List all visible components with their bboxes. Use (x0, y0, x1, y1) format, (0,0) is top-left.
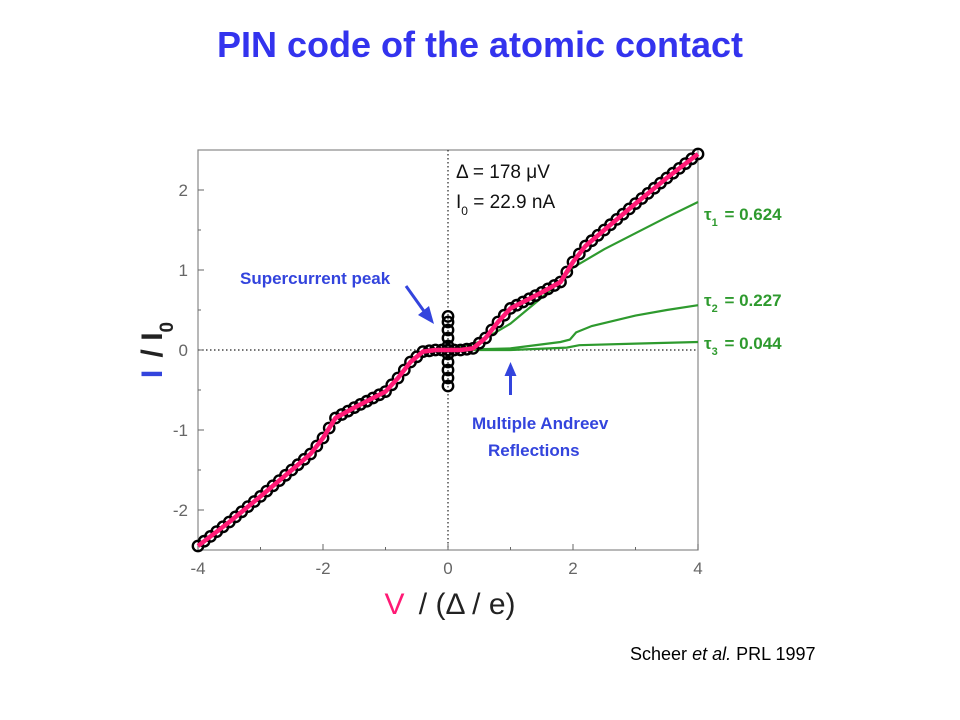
y-tick-label: 1 (179, 261, 188, 280)
xlabel-rest: / (Δ / e) (410, 588, 515, 621)
experiment-point (535, 285, 549, 299)
supercurrent-point (441, 371, 455, 385)
channel-label-tau: τ (704, 205, 712, 224)
x-axis-label: V / (Δ / e) (384, 588, 515, 621)
experiment-point (516, 295, 530, 309)
mar-line2-text: Reflections (488, 441, 580, 460)
experiment-point (529, 289, 542, 303)
channel-label-tau: τ (704, 291, 712, 310)
experiment-point (354, 397, 367, 411)
channel-curve-tau-3 (448, 340, 699, 352)
experiment-point (541, 282, 555, 296)
citation-author: Scheer (630, 644, 688, 664)
channel-label-sub: 2 (712, 303, 718, 315)
supercurrent-point (441, 363, 455, 377)
supercurrent-point (441, 379, 455, 393)
y-tick-label: -2 (173, 501, 188, 520)
delta-value: Δ = 178 μV (456, 162, 550, 183)
channel-label-2: τ2 = 0.227 (704, 291, 782, 315)
fit-total-line (196, 152, 700, 548)
x-tick-label: 4 (693, 559, 702, 578)
experiment-point (360, 394, 374, 408)
ylabel-sub: 0 (157, 322, 178, 333)
experiment-point (316, 431, 330, 445)
chart-background (120, 140, 800, 628)
experiment-point (366, 391, 380, 405)
channel-label-value: = 0.227 (720, 291, 782, 310)
experiment-point (566, 255, 580, 269)
i0-symbol: I (456, 192, 461, 213)
i0-sub: 0 (461, 204, 468, 218)
experiment-point (572, 247, 586, 261)
channel-label-value: = 0.044 (720, 334, 782, 353)
axis-ticks: -4 -2 0 2 4 -2 -1 0 1 2 (173, 181, 703, 578)
ylabel-rest: / I (136, 332, 169, 365)
supercurrent-text: Supercurrent peak (240, 269, 391, 288)
experiment-markers (191, 147, 705, 553)
experiment-point (560, 265, 574, 279)
channel-label-value: = 0.624 (720, 205, 782, 224)
experiment-point (322, 421, 336, 435)
y-tick-label: 0 (179, 341, 188, 360)
experiment-point (397, 363, 411, 377)
experiment-point (497, 308, 511, 322)
param-delta: Δ = 178 μV (456, 162, 550, 183)
supercurrent-arrow-shaft (404, 285, 428, 315)
mar-arrow-head (504, 362, 517, 376)
supercurrent-point (441, 315, 455, 329)
experiment-point (347, 401, 361, 414)
channel-curve-tau-2 (447, 304, 699, 352)
ylabel-symbol: I (136, 370, 169, 378)
param-i0: I0 = 22.9 nA (456, 192, 555, 218)
experiment-point (510, 298, 524, 312)
mar-annotation-line2: Reflections (488, 441, 580, 460)
supercurrent-point (441, 355, 455, 369)
mar-line1-text: Multiple Andreev (472, 414, 609, 433)
experiment-point (335, 408, 349, 421)
mar-annotation-line1: Multiple Andreev (472, 414, 609, 433)
experiment-point (504, 301, 517, 315)
experiment-point (372, 388, 386, 402)
experiment-point (547, 279, 561, 292)
channel-label-sub: 3 (712, 346, 718, 358)
channel-label-1: τ1 = 0.624 (704, 205, 782, 229)
experiment-point (310, 439, 324, 453)
supercurrent-point (441, 309, 455, 323)
experiment-point (385, 378, 399, 392)
x-tick-label: 2 (568, 559, 577, 578)
experiment-point (304, 447, 317, 461)
xlabel-symbol: V (384, 588, 404, 621)
x-tick-label: -4 (190, 559, 205, 578)
channel-label-sub: 1 (712, 217, 718, 229)
slide-title: PIN code of the atomic contact (216, 24, 744, 65)
experiment-point (329, 411, 342, 425)
supercurrent-point (441, 323, 455, 337)
supercurrent-arrow-head (418, 306, 434, 324)
citation-journal: PRL 1997 (736, 644, 816, 664)
experiment-point (485, 323, 499, 337)
x-tick-label: 0 (443, 559, 452, 578)
supercurrent-point (441, 331, 455, 345)
channel-label-3: τ3 = 0.044 (704, 334, 782, 358)
experiment-point (691, 147, 705, 161)
y-tick-label: 2 (179, 181, 188, 200)
citation: Scheer et al. PRL 1997 (630, 644, 816, 665)
x-tick-label: -2 (315, 559, 330, 578)
experiment-point (491, 315, 505, 329)
i0-value: = 22.9 nA (468, 192, 555, 213)
channel-label-tau: τ (704, 334, 712, 353)
experiment-point (379, 385, 392, 399)
experiment-point (391, 371, 405, 385)
experiment-point (479, 331, 492, 345)
experiment-point (522, 292, 536, 306)
experiment-point (341, 404, 355, 418)
fit-total-curve (196, 152, 700, 548)
y-tick-label: -1 (173, 421, 188, 440)
citation-etal: et al. (692, 644, 732, 664)
y-axis-label: I / I0 (136, 322, 178, 378)
supercurrent-annotation: Supercurrent peak (240, 269, 391, 288)
experiment-point (554, 275, 567, 289)
